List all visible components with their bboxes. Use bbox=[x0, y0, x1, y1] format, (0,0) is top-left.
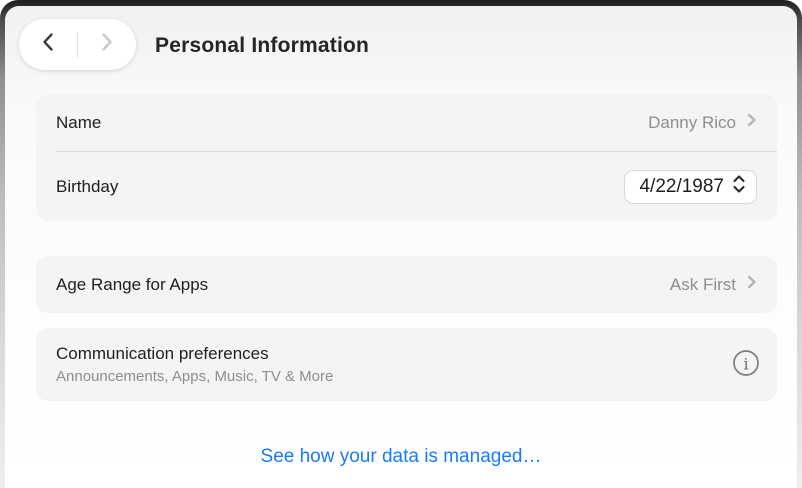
age-range-label: Age Range for Apps bbox=[56, 274, 209, 294]
birthday-row: Birthday 4/22/1987 bbox=[36, 152, 777, 221]
chevron-right-icon bbox=[97, 30, 117, 59]
group-communication-preferences: Communication preferences Announcements,… bbox=[36, 328, 777, 401]
info-button[interactable]: i bbox=[731, 350, 761, 380]
page-title: Personal Information bbox=[155, 34, 370, 57]
chevron-left-icon bbox=[38, 30, 58, 59]
info-circle-icon: i bbox=[732, 349, 760, 380]
personal-information-pane: Personal Information Name Danny Rico Bir… bbox=[5, 6, 797, 488]
group-name-birthday: Name Danny Rico Birthday 4/22/1987 bbox=[36, 94, 777, 221]
forward-button[interactable] bbox=[78, 19, 136, 70]
communication-preferences-title: Communication preferences bbox=[56, 344, 269, 363]
back-button[interactable] bbox=[19, 19, 77, 70]
svg-text:i: i bbox=[743, 355, 748, 374]
stepper-icon[interactable] bbox=[731, 172, 747, 201]
communication-preferences-subtitle: Announcements, Apps, Music, TV & More bbox=[56, 368, 334, 385]
nav-divider bbox=[77, 31, 78, 58]
age-range-value: Ask First bbox=[669, 274, 736, 294]
disclosure-chevron-icon bbox=[746, 274, 757, 295]
group-age-range: Age Range for Apps Ask First bbox=[36, 256, 777, 313]
name-value: Danny Rico bbox=[648, 112, 736, 132]
nav-back-forward-pill bbox=[19, 19, 136, 70]
birthday-date-field[interactable]: 4/22/1987 bbox=[624, 169, 757, 204]
birthday-label: Birthday bbox=[56, 176, 119, 196]
name-label: Name bbox=[56, 112, 102, 132]
row-divider bbox=[56, 151, 777, 152]
birthday-value[interactable]: 4/22/1987 bbox=[639, 175, 724, 197]
age-range-row[interactable]: Age Range for Apps Ask First bbox=[36, 256, 777, 313]
disclosure-chevron-icon bbox=[746, 112, 757, 133]
name-row[interactable]: Name Danny Rico bbox=[36, 94, 777, 151]
data-managed-link[interactable]: See how your data is managed… bbox=[260, 446, 542, 467]
